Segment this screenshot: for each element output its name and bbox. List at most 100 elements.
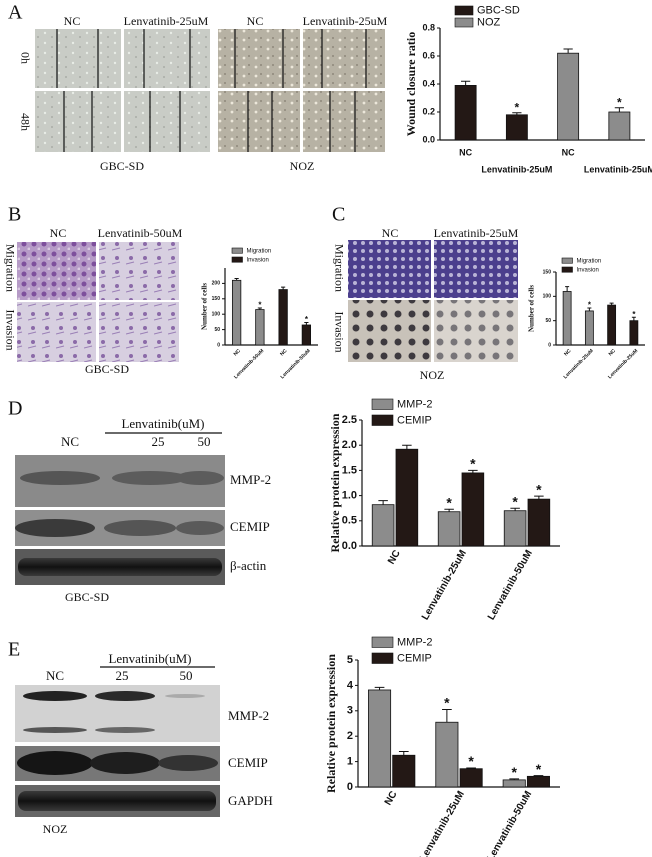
bar	[608, 111, 631, 141]
cell-line-label: GBC-SD	[65, 590, 109, 604]
legend-label: Invasion	[247, 257, 269, 263]
y-axis-title: Number of cells	[201, 283, 209, 330]
bar	[368, 689, 392, 788]
legend-label: CEMIP	[397, 415, 432, 427]
y-tick-label: 0.2	[422, 106, 435, 116]
cell-line-label: GBC-SD	[100, 159, 144, 173]
error-bar	[378, 500, 388, 505]
error-bar	[398, 750, 409, 756]
panel-label: B	[8, 204, 21, 226]
significance-mark: *	[536, 761, 542, 777]
y-tick-label: 100	[212, 312, 221, 318]
legend-swatch	[561, 266, 573, 273]
bar	[502, 779, 526, 788]
significance-mark: *	[515, 100, 520, 114]
significance-mark: *	[444, 695, 450, 711]
y-tick-label: 0	[217, 342, 220, 348]
protein-label: CEMIP	[230, 519, 270, 534]
x-tick-label: Lenvatinib-50uM	[485, 789, 534, 857]
bar	[437, 511, 461, 547]
y-axis-title: Wound closure ratio	[404, 32, 418, 136]
y-tick-label: 0.8	[422, 22, 435, 32]
significance-mark: *	[632, 310, 636, 319]
legend-swatch	[371, 636, 394, 648]
y-tick-label: 0.0	[422, 134, 435, 144]
y-tick-label: 0.0	[342, 540, 357, 552]
y-tick-label: 0	[347, 781, 353, 793]
legend-label: Invasion	[577, 267, 599, 273]
y-tick-label: 1.0	[342, 490, 357, 502]
error-bar	[304, 322, 309, 325]
row-label: 48h	[18, 113, 32, 131]
significance-mark: *	[305, 315, 309, 324]
column-label: NC	[50, 226, 67, 240]
significance-mark: *	[588, 301, 592, 310]
error-bar	[466, 767, 476, 769]
bar	[562, 291, 572, 346]
column-label: NC	[247, 14, 264, 28]
bar	[629, 320, 639, 346]
column-label: Lenvatinib-25uM	[303, 14, 388, 28]
row-label: Invasion	[332, 311, 346, 352]
error-bar	[609, 302, 614, 306]
x-tick-label: Lenvatinib-50uM	[486, 548, 535, 622]
x-tick-label: NC	[563, 348, 573, 358]
bar	[461, 472, 485, 547]
error-bar	[565, 286, 570, 292]
significance-mark: *	[446, 494, 452, 510]
error-bar	[587, 307, 592, 311]
legend-label: GBC-SD	[477, 5, 520, 17]
panel-d: D Lenvatinib(uM) NC 25 50 MMP-2 CEMIP β-…	[8, 398, 271, 604]
bar	[584, 310, 594, 346]
x-tick-label: NC	[459, 147, 472, 157]
error-bar	[281, 286, 286, 290]
error-bar	[533, 775, 544, 777]
error-bar	[512, 112, 522, 115]
legend-swatch	[454, 5, 474, 16]
significance-mark: *	[470, 456, 476, 472]
treatment-label: Lenvatinib(uM)	[121, 416, 204, 431]
protein-label: β-actin	[230, 558, 267, 573]
significance-mark: *	[617, 95, 622, 109]
legend-label: Migration	[577, 258, 602, 264]
panel-c: C NC Lenvatinib-25uM Migration Invasion …	[332, 204, 519, 382]
significance-mark: *	[536, 481, 542, 497]
y-tick-label: 50	[545, 318, 551, 324]
panel-label: C	[332, 204, 345, 226]
legend-swatch	[454, 17, 474, 28]
y-tick-label: 3	[347, 705, 353, 717]
protein-label: GAPDH	[228, 793, 273, 808]
bar-chart: 0.0 0.2 0.4 0.6 0.8 Wound closure ratio NC * Len…	[404, 5, 652, 175]
column-label: NC	[382, 226, 399, 240]
bar	[255, 309, 265, 346]
x-tick-label: Lenvatinib-25uM	[481, 164, 552, 174]
bar	[395, 448, 419, 547]
error-bar	[257, 307, 262, 310]
x-tick-label: NC	[562, 147, 575, 157]
lane-label: 50	[198, 434, 211, 449]
lane-label: 50	[180, 668, 193, 683]
lane-label: 25	[116, 668, 129, 683]
y-tick-label: 2.5	[342, 414, 357, 426]
error-bar	[234, 277, 239, 281]
column-label: Lenvatinib-25uM	[434, 226, 519, 240]
x-tick-label: NC	[233, 348, 243, 358]
legend-label: MMP-2	[397, 637, 432, 649]
y-tick-label: 0.5	[342, 515, 357, 527]
error-bar	[374, 686, 385, 690]
cell-line-label: NOZ	[290, 159, 315, 173]
x-tick-label: NC	[386, 548, 403, 566]
column-label: Lenvatinib-50uM	[98, 226, 183, 240]
row-label: Migration	[332, 244, 346, 292]
bar	[301, 324, 312, 346]
panel-label: E	[8, 639, 20, 661]
error-bar	[509, 778, 520, 780]
bar	[505, 114, 528, 141]
error-bar	[468, 469, 478, 473]
legend-label: CEMIP	[397, 653, 432, 665]
protein-label: MMP-2	[230, 472, 271, 487]
